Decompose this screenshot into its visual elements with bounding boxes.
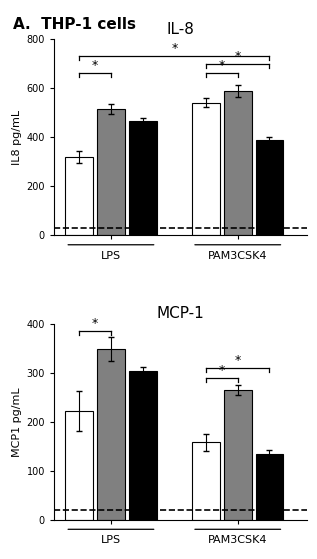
Title: MCP-1: MCP-1 bbox=[157, 306, 204, 321]
Bar bbox=[129, 371, 157, 520]
Text: *: * bbox=[219, 59, 225, 73]
Y-axis label: MCP1 pg/mL: MCP1 pg/mL bbox=[12, 387, 22, 457]
Bar bbox=[224, 91, 252, 235]
Text: *: * bbox=[235, 50, 241, 63]
Bar bbox=[97, 349, 125, 520]
Text: *: * bbox=[219, 363, 225, 377]
Bar bbox=[97, 109, 125, 235]
Bar bbox=[192, 442, 220, 520]
Bar bbox=[65, 411, 93, 520]
Title: IL-8: IL-8 bbox=[167, 22, 195, 36]
Text: *: * bbox=[92, 59, 98, 73]
Bar bbox=[65, 157, 93, 235]
Text: A.  THP-1 cells: A. THP-1 cells bbox=[13, 17, 136, 32]
Text: *: * bbox=[235, 354, 241, 367]
Bar bbox=[192, 103, 220, 235]
Text: *: * bbox=[171, 42, 178, 55]
Bar bbox=[129, 121, 157, 235]
Bar bbox=[256, 140, 283, 235]
Bar bbox=[224, 390, 252, 520]
Text: *: * bbox=[92, 317, 98, 330]
Bar bbox=[256, 454, 283, 520]
Y-axis label: IL8 pg/mL: IL8 pg/mL bbox=[12, 110, 22, 165]
